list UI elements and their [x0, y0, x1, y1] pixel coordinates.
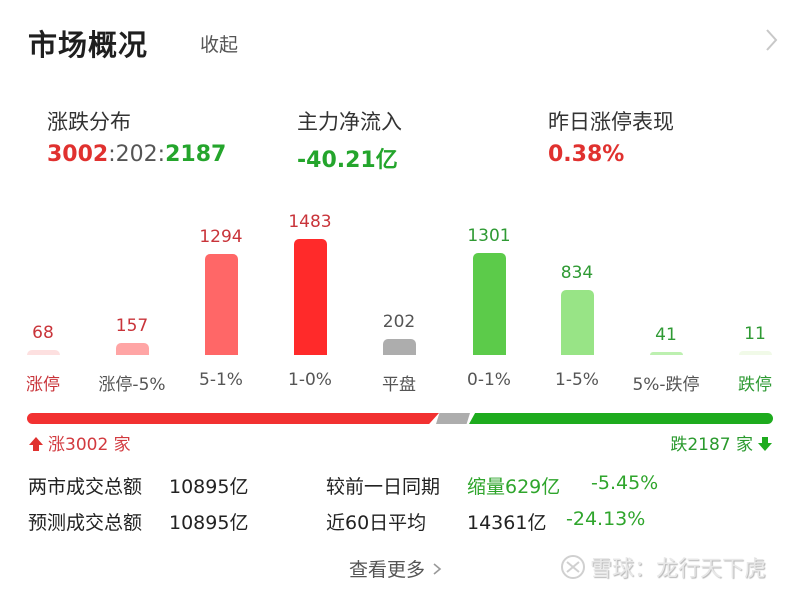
- bar-2: [205, 254, 238, 355]
- avg60-label: 近60日平均: [326, 512, 427, 534]
- down-unit: 家: [736, 435, 753, 455]
- separator: :: [157, 142, 166, 167]
- arrow-up-icon: [28, 436, 44, 452]
- up-progress-segment: [27, 413, 439, 424]
- bar-value-label: 1483: [288, 212, 332, 232]
- chevron-right-icon: [431, 560, 443, 583]
- xueqiu-logo-icon: [560, 554, 586, 586]
- bar-category-label: 5%-跌停: [632, 375, 700, 395]
- flat-count: 202: [115, 142, 158, 167]
- chevron-right-icon[interactable]: [760, 26, 782, 54]
- forecast-value: 10895亿: [169, 512, 249, 534]
- stat-distribution: 涨跌分布 3002:202:2187: [47, 106, 226, 167]
- bar-category-label: 涨停-5%: [98, 375, 166, 395]
- view-more-label: 查看更多: [349, 559, 426, 581]
- bar-value-label: 157: [115, 316, 149, 336]
- bar-category-label: 跌停: [738, 375, 772, 395]
- collapse-button[interactable]: 收起: [200, 34, 239, 56]
- bar-category-label: 5-1%: [199, 370, 243, 390]
- bar-value-label: 202: [382, 312, 416, 332]
- view-more-button[interactable]: 查看更多: [349, 555, 443, 583]
- bar-category-label: 涨停: [26, 375, 60, 395]
- avg60-value: 14361亿: [467, 512, 547, 534]
- up-count: 3002: [65, 435, 109, 455]
- arrow-down-icon: [757, 436, 773, 452]
- bar-value-label: 834: [560, 263, 594, 283]
- page-title: 市场概况: [28, 28, 149, 62]
- stat-label: 昨日涨停表现: [548, 110, 674, 134]
- bar-value-label: 68: [32, 323, 54, 343]
- bar-3: [294, 239, 327, 355]
- bar-category-label: 1-5%: [555, 370, 599, 390]
- yesterday-limit-up-value: 0.38%: [548, 142, 625, 167]
- compare-pct: -5.45%: [591, 472, 659, 494]
- bar-4: [383, 339, 416, 355]
- bar-5: [473, 253, 506, 355]
- bar-category-label: 0-1%: [467, 370, 511, 390]
- bar-category-label: 平盘: [382, 375, 416, 395]
- main-net-inflow-value: -40.21亿: [297, 148, 398, 173]
- down-label: 跌: [670, 435, 688, 455]
- bar-value-label: 1294: [199, 227, 243, 247]
- forecast-label: 预测成交总额: [28, 512, 143, 534]
- stat-main-net-inflow: 主力净流入 -40.21亿: [297, 106, 402, 174]
- bar-7: [650, 352, 683, 355]
- stat-yesterday-limit-up: 昨日涨停表现 0.38%: [548, 106, 674, 167]
- distribution-value: 3002:202:2187: [47, 142, 226, 167]
- turnover-value: 10895亿: [169, 476, 249, 498]
- flat-progress-segment: [436, 413, 470, 424]
- compare-label: 较前一日同期: [326, 476, 441, 498]
- up-count: 3002: [47, 142, 109, 167]
- avg60-pct: -24.13%: [566, 508, 646, 530]
- compare-value: 缩量629亿: [467, 476, 561, 498]
- turnover-label: 两市成交总额: [28, 476, 143, 498]
- up-label: 涨: [48, 435, 65, 455]
- up-summary: 涨3002 家: [28, 430, 131, 455]
- bar-value-label: 11: [744, 324, 766, 344]
- watermark-text: 雪球：龙行天下虎: [590, 557, 767, 582]
- separator: :: [108, 142, 116, 167]
- up-unit: 家: [113, 435, 131, 455]
- stat-label: 涨跌分布: [47, 110, 131, 134]
- down-summary: 跌2187 家: [670, 430, 773, 455]
- bar-category-label: 1-0%: [288, 370, 332, 390]
- down-progress-segment: [469, 413, 773, 424]
- watermark: 雪球：龙行天下虎: [560, 551, 766, 586]
- bar-value-label: 41: [655, 325, 677, 345]
- bar-8: [739, 351, 772, 355]
- down-count: 2187: [687, 435, 731, 455]
- bar-1: [116, 343, 149, 355]
- stat-label: 主力净流入: [297, 110, 402, 134]
- bar-0: [27, 350, 60, 355]
- bar-value-label: 1301: [467, 226, 511, 246]
- bar-6: [561, 290, 594, 355]
- down-count: 2187: [165, 142, 227, 167]
